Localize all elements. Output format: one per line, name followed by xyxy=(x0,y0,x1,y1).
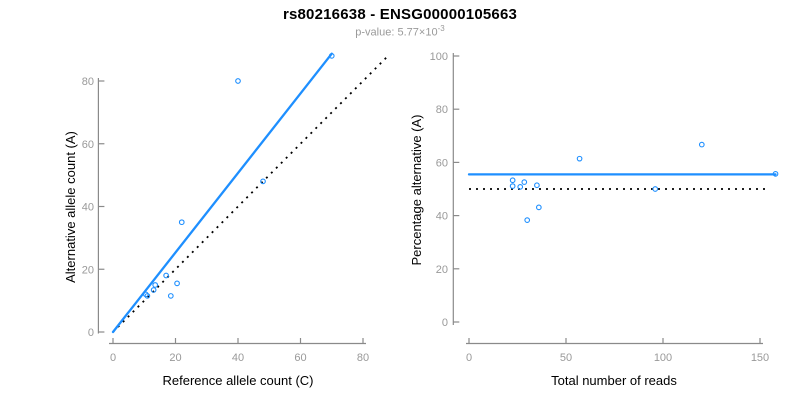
data-point xyxy=(174,280,180,287)
data-point xyxy=(772,170,779,177)
x-tick-label: 60 xyxy=(294,352,306,364)
identity-line xyxy=(112,55,389,333)
data-point xyxy=(150,287,157,293)
data-point xyxy=(509,177,516,184)
data-point xyxy=(235,78,241,84)
data-point xyxy=(509,183,516,189)
y-axis-title: Alternative allele count (A) xyxy=(63,131,78,283)
x-tick-label: 150 xyxy=(751,352,769,364)
y-tick-label: 20 xyxy=(436,264,448,276)
data-point xyxy=(652,186,659,192)
y-tick-label: 80 xyxy=(436,104,448,116)
y-tick-label: 40 xyxy=(82,202,94,214)
data-point xyxy=(576,155,583,162)
x-axis-title: Total number of reads xyxy=(551,373,677,388)
data-point xyxy=(178,219,185,226)
x-tick-label: 80 xyxy=(357,352,369,364)
x-tick-label: 20 xyxy=(169,352,181,364)
x-axis-title: Reference allele count (C) xyxy=(162,373,313,388)
data-point xyxy=(167,293,174,299)
y-tick-label: 0 xyxy=(442,317,448,329)
data-point xyxy=(163,272,169,279)
data-point xyxy=(534,182,540,189)
y-tick-label: 40 xyxy=(436,211,448,223)
y-tick-label: 60 xyxy=(436,157,448,169)
y-tick-label: 0 xyxy=(88,327,94,339)
x-tick-label: 0 xyxy=(466,352,472,364)
x-tick-label: 40 xyxy=(232,352,244,364)
data-point xyxy=(535,204,542,211)
x-tick-label: 0 xyxy=(110,352,116,364)
y-tick-label: 20 xyxy=(82,264,94,276)
y-axis-title: Percentage alternative (A) xyxy=(409,114,424,265)
x-tick-label: 50 xyxy=(560,352,572,364)
data-point xyxy=(328,53,335,59)
data-point xyxy=(521,179,528,185)
right-scatter-plot: 0 50 100 150 0 20 40 60 80 100 Total number of rea… xyxy=(409,51,779,388)
y-tick-label: 80 xyxy=(82,76,94,88)
data-point xyxy=(698,141,705,148)
data-point xyxy=(152,282,159,288)
fit-line xyxy=(111,52,333,334)
data-point xyxy=(524,217,531,223)
data-point xyxy=(144,293,151,299)
data-point xyxy=(260,178,266,185)
data-point xyxy=(142,291,149,298)
left-scatter-plot: 0 20 40 60 80 0 20 40 60 80 Reference allele count… xyxy=(63,52,389,388)
x-tick-label: 100 xyxy=(654,352,672,364)
y-tick-label: 100 xyxy=(430,51,448,63)
data-point xyxy=(517,184,524,190)
y-tick-label: 60 xyxy=(82,139,94,151)
